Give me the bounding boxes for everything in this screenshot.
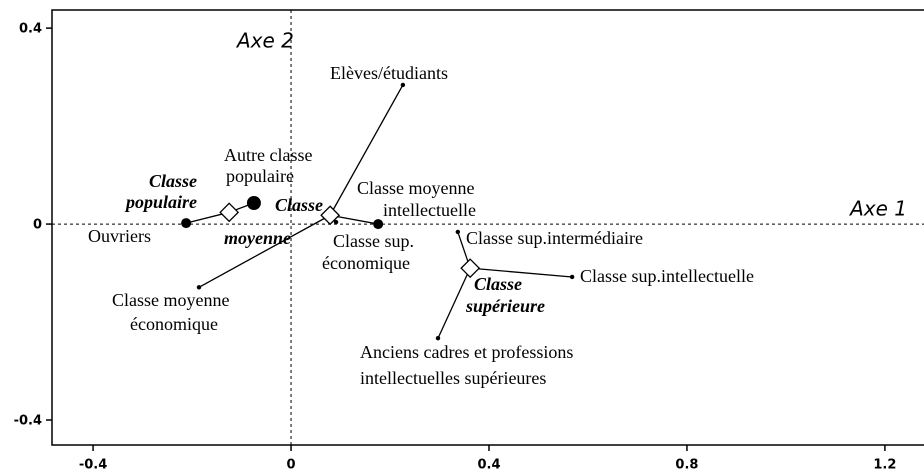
point (569, 274, 575, 280)
y-tick-label: 0 (33, 218, 42, 233)
point-label: Autre classe (224, 145, 312, 165)
y-axis-label: Axe 2 (235, 29, 294, 53)
centroid (460, 258, 481, 279)
group-label: supérieure (465, 296, 545, 316)
group-label: moyenne (224, 228, 291, 248)
centroid (320, 205, 341, 226)
point-label: Classe sup. (333, 231, 414, 251)
point-label: intellectuelles supérieures (360, 368, 546, 388)
y-tick-label: -0.4 (14, 414, 42, 429)
point (435, 336, 441, 341)
group-label: Classe (149, 171, 197, 191)
point-label: Anciens cadres et professions (360, 342, 573, 362)
point (400, 82, 406, 88)
group-label: populaire (124, 192, 197, 212)
group-label: Classe (275, 195, 323, 215)
x-tick-label: 0.8 (675, 458, 698, 473)
x-tick-label: 0.4 (477, 458, 500, 473)
point (455, 229, 461, 235)
connector (198, 214, 331, 288)
point (333, 219, 339, 225)
point-label: Classe moyenne (357, 178, 474, 198)
point-label: Ouvriers (88, 226, 151, 246)
point-label: Elèves/étudiants (330, 63, 448, 83)
point (196, 285, 202, 290)
x-tick-label: 0 (287, 458, 296, 473)
x-axis-label: Axe 1 (848, 197, 907, 221)
point-label: économique (322, 253, 410, 273)
point (373, 219, 384, 230)
x-tick-label: -0.4 (79, 458, 107, 473)
point (181, 218, 192, 229)
point-label: économique (130, 314, 218, 334)
group-label: Classe (474, 274, 522, 294)
point (246, 196, 261, 211)
point-label: populaire (226, 166, 294, 186)
point-label: Classe sup.intermédiaire (466, 228, 643, 248)
connector (437, 267, 471, 339)
point-label: Classe moyenne (112, 290, 229, 310)
x-tick-label: 1.2 (873, 458, 896, 473)
centroid (219, 202, 240, 223)
connector (329, 84, 404, 216)
connector (470, 267, 573, 278)
y-tick-label: 0.4 (19, 22, 42, 37)
frame (51, 9, 924, 446)
point-label: intellectuelle (383, 200, 476, 220)
point-label: Classe sup.intellectuelle (580, 266, 754, 286)
